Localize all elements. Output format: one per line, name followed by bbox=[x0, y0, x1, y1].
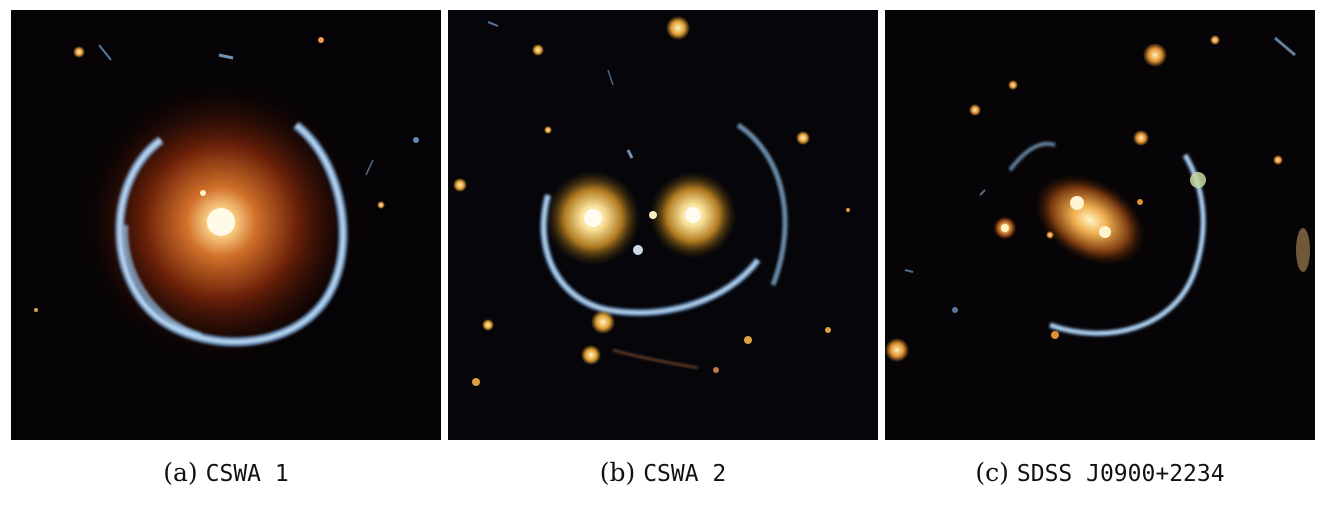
caption-a-name: CSWA 1 bbox=[205, 461, 289, 487]
caption-b-label: (b) bbox=[599, 458, 636, 487]
caption-b: (b) CSWA 2 bbox=[448, 458, 878, 487]
galaxy-cluster-arc-image bbox=[885, 10, 1315, 440]
caption-c: (c) SDSS J0900+2234 bbox=[885, 458, 1315, 487]
panel-a-cswa-1-image bbox=[11, 10, 441, 440]
caption-c-name: SDSS J0900+2234 bbox=[1016, 461, 1225, 487]
panel-c-sdss-j0900-2234-image bbox=[885, 10, 1315, 440]
panel-b-cswa-2-image bbox=[448, 10, 878, 440]
smiley-lens-image bbox=[448, 10, 878, 440]
caption-a: (a) CSWA 1 bbox=[11, 458, 441, 487]
caption-b-name: CSWA 2 bbox=[643, 461, 727, 487]
einstein-ring-lens-image bbox=[11, 10, 441, 440]
caption-a-label: (a) bbox=[163, 458, 198, 487]
caption-c-label: (c) bbox=[975, 458, 1009, 487]
